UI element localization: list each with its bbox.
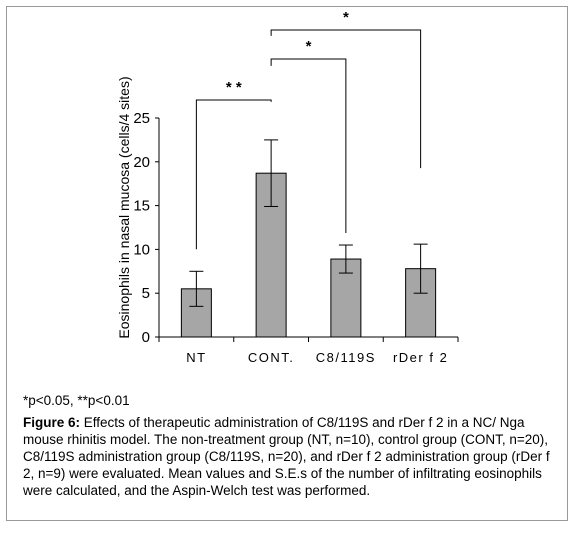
y-tick-label: 20 (133, 154, 150, 171)
significance-bracket (195, 99, 272, 250)
significance-bracket (270, 58, 347, 234)
y-axis-label: Eosinophils in nasal mucosa (cells/4 sit… (116, 76, 132, 338)
y-tick-label: 15 (133, 198, 150, 215)
significance-label: * (306, 38, 312, 55)
caption-label: Figure 6: (23, 415, 81, 430)
y-tick-label: 10 (133, 241, 150, 258)
significance-label: * (343, 9, 349, 26)
significance-label: * * (226, 79, 242, 96)
figure-frame: 0 5 10 15 20 25 NT CONT. C8/119S rDer f 2 Eosinoph… (6, 6, 568, 521)
x-category-label: rDer f 2 (393, 350, 448, 365)
significance-footnote: *p<0.05, **p<0.01 (23, 393, 130, 408)
caption-text: Effects of therapeutic administration of… (23, 415, 550, 498)
x-category-label: CONT. (248, 350, 295, 365)
figure-caption: Figure 6: Effects of therapeutic adminis… (23, 414, 558, 499)
x-category-label: C8/119S (316, 350, 376, 365)
y-tick-label: 5 (142, 285, 150, 302)
y-tick-label: 25 (133, 110, 150, 127)
x-category-label: NT (186, 350, 206, 365)
bar-chart: 0 5 10 15 20 25 NT CONT. C8/119S rDer f 2 Eosinoph… (116, 9, 459, 365)
bar (180, 288, 212, 338)
y-tick-label: 0 (142, 329, 150, 346)
significance-bracket (270, 29, 422, 169)
